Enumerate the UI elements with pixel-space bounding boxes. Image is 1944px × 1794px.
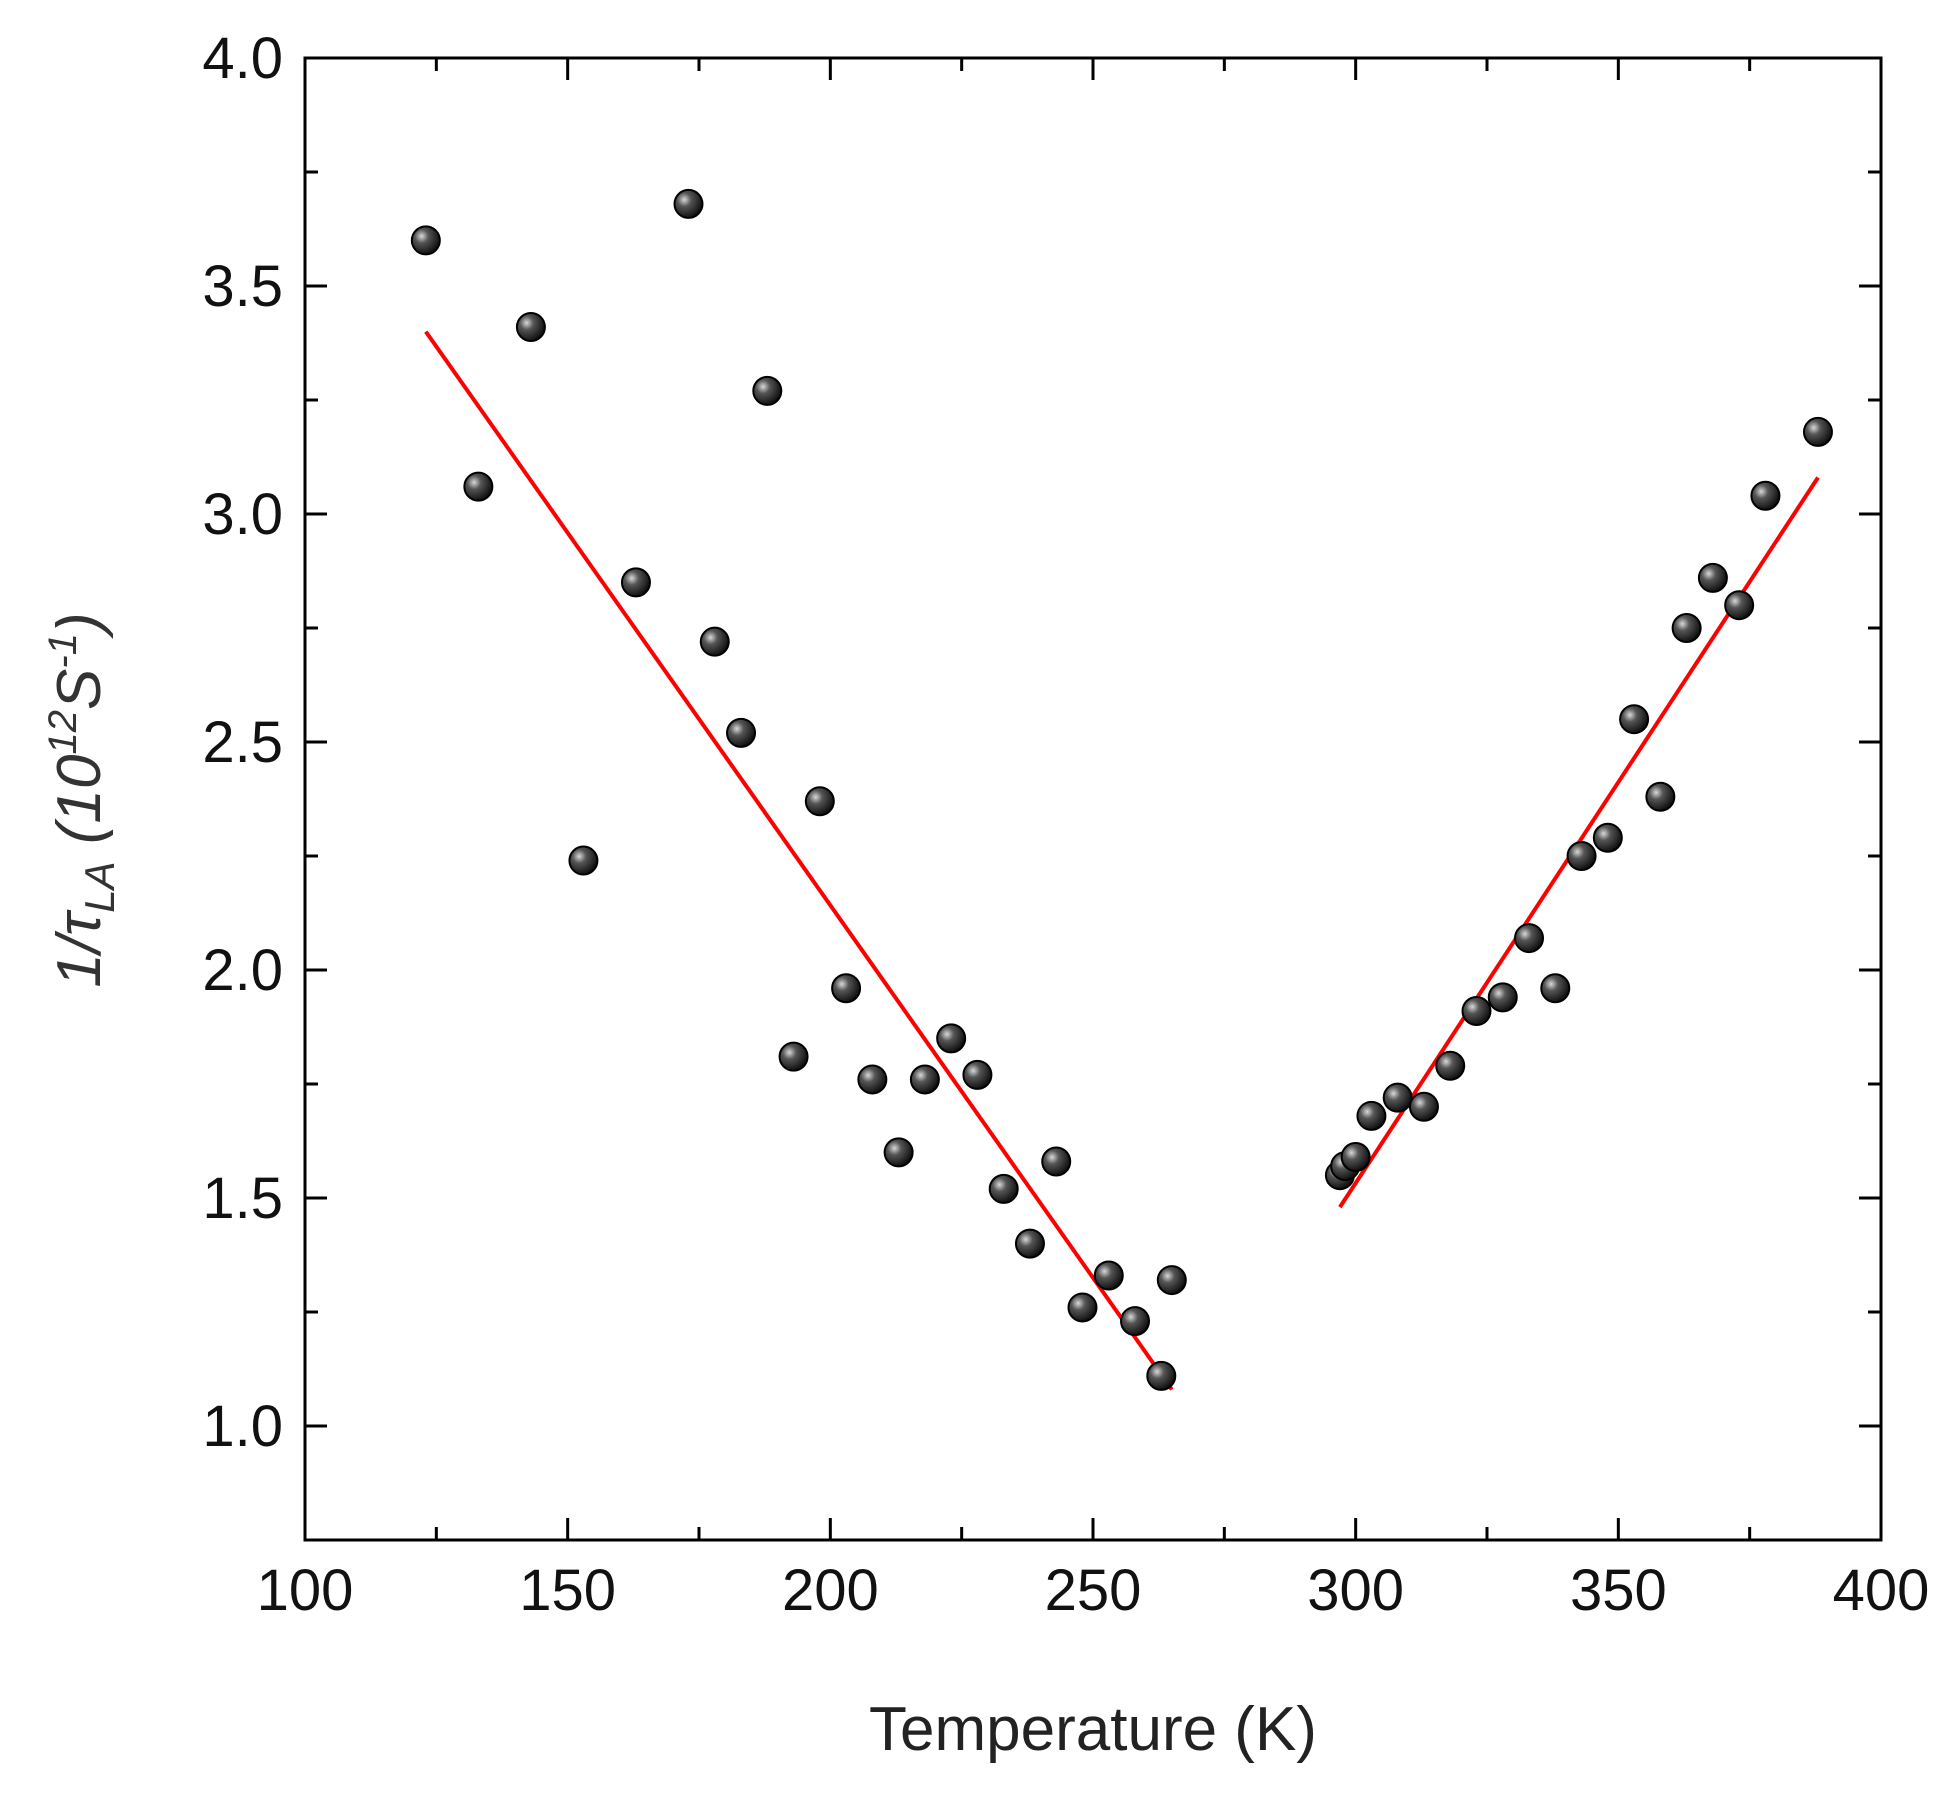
y-tick-label: 2.5 xyxy=(202,710,283,775)
data-point xyxy=(1435,1050,1466,1081)
y-axis-title-exp1: 12 xyxy=(41,710,85,755)
y-axis-title-open: (10 xyxy=(45,754,114,861)
x-tick-label: 250 xyxy=(1045,1558,1142,1623)
data-point xyxy=(673,188,704,219)
data-point xyxy=(515,312,546,343)
data-point xyxy=(1724,590,1755,621)
data-point xyxy=(804,786,835,817)
x-tick-label: 150 xyxy=(519,1558,616,1623)
data-point xyxy=(1156,1265,1187,1296)
data-point xyxy=(410,225,441,256)
data-point xyxy=(1382,1082,1413,1113)
x-tick-label: 100 xyxy=(257,1558,354,1623)
data-point xyxy=(1592,822,1623,853)
y-tick-label: 3.5 xyxy=(202,254,283,319)
x-axis-title: Temperature (K) xyxy=(869,1695,1317,1764)
data-point xyxy=(1356,1100,1387,1131)
x-tick-label: 300 xyxy=(1307,1558,1404,1623)
y-tick-label: 2.0 xyxy=(202,938,283,1003)
data-point xyxy=(463,471,494,502)
y-axis-title-prefix: 1/ xyxy=(45,930,114,987)
data-point xyxy=(1540,973,1571,1004)
data-point xyxy=(857,1064,888,1095)
data-point xyxy=(883,1137,914,1168)
data-point xyxy=(752,375,783,406)
data-point xyxy=(1067,1292,1098,1323)
data-point xyxy=(1408,1091,1439,1122)
data-point xyxy=(1802,416,1833,447)
y-tick-label: 4.0 xyxy=(202,26,283,91)
y-tick-label: 1.0 xyxy=(202,1394,283,1459)
data-point xyxy=(1514,923,1545,954)
x-tick-label: 400 xyxy=(1833,1558,1930,1623)
data-point xyxy=(778,1041,809,1072)
fit-lines xyxy=(424,330,1820,1391)
data-point xyxy=(699,626,730,657)
data-point xyxy=(909,1064,940,1095)
data-point xyxy=(1619,704,1650,735)
data-point xyxy=(1041,1146,1072,1177)
data-point xyxy=(1487,982,1518,1013)
data-point xyxy=(1645,781,1676,812)
data-point xyxy=(726,717,757,748)
data-point xyxy=(831,973,862,1004)
data-point xyxy=(620,567,651,598)
data-point xyxy=(1461,996,1492,1027)
data-points xyxy=(410,188,1833,1391)
data-point xyxy=(1014,1228,1045,1259)
y-axis-title: 1/τLA (1012S-1) xyxy=(41,612,123,987)
data-point xyxy=(1750,480,1781,511)
x-tick-label: 350 xyxy=(1570,1558,1667,1623)
data-point xyxy=(1146,1360,1177,1391)
data-point xyxy=(1697,562,1728,593)
y-tick-labels: 1.0 1.5 2.0 2.5 3.0 3.5 4.0 xyxy=(202,26,283,1459)
y-axis-title-exp2: -1 xyxy=(41,633,85,669)
data-point xyxy=(1120,1306,1151,1337)
data-point xyxy=(962,1059,993,1090)
data-point xyxy=(568,845,599,876)
y-tick-label: 1.5 xyxy=(202,1166,283,1231)
x-tick-label: 200 xyxy=(782,1558,879,1623)
data-point xyxy=(1093,1260,1124,1291)
y-axis-title-unit: S xyxy=(45,669,114,710)
data-point xyxy=(936,1023,967,1054)
y-axis-title-tau: τ xyxy=(45,909,114,936)
x-tick-labels: 100 150 200 250 300 350 400 xyxy=(257,1558,1930,1623)
axis-ticks xyxy=(303,56,1883,1540)
fit-line xyxy=(424,330,1174,1391)
data-point xyxy=(1671,613,1702,643)
data-point xyxy=(1340,1141,1371,1172)
y-tick-label: 3.0 xyxy=(202,482,283,547)
data-point xyxy=(988,1173,1019,1204)
data-point xyxy=(1566,841,1597,871)
y-axis-title-tau-sub: LA xyxy=(76,861,123,912)
